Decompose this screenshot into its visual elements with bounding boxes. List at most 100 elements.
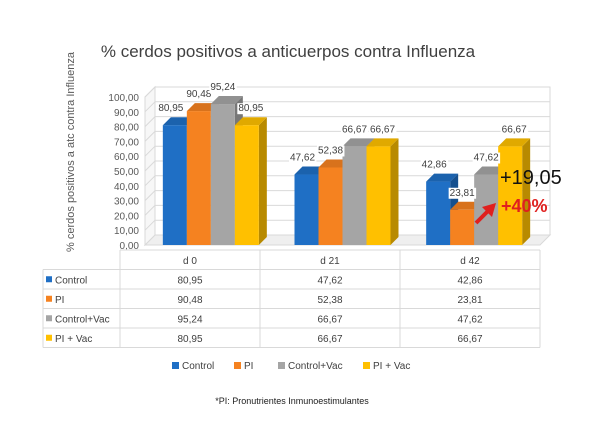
bar-front bbox=[234, 125, 259, 245]
bar-top bbox=[234, 117, 267, 126]
data-label: 52,38 bbox=[318, 145, 343, 156]
y-axis-label-group: % cerdos positivos a atc contra Influenz… bbox=[65, 51, 77, 252]
data-label: 90,48 bbox=[186, 89, 211, 100]
x-tick-label: d 21 bbox=[320, 256, 340, 267]
table-cell: 66,67 bbox=[457, 334, 482, 345]
data-label-bg bbox=[368, 124, 397, 136]
table-series-name: PI bbox=[55, 295, 64, 306]
table-cell: 80,95 bbox=[177, 334, 202, 345]
gridline-side bbox=[144, 175, 156, 187]
y-tick-label: 70,00 bbox=[114, 137, 139, 148]
data-label: 66,67 bbox=[502, 124, 527, 135]
bar-front bbox=[318, 167, 343, 245]
table-cell: 23,81 bbox=[457, 295, 482, 306]
table-series-name: Control+Vac bbox=[55, 314, 110, 325]
data-label-bg bbox=[157, 103, 185, 115]
table-series-name: Control bbox=[55, 275, 87, 286]
gridline-side bbox=[144, 219, 156, 231]
y-tick-label: 60,00 bbox=[114, 152, 139, 163]
legend-label: Control bbox=[182, 361, 214, 372]
red-arrow-head-icon bbox=[482, 203, 496, 217]
bar-top bbox=[366, 138, 399, 147]
bar bbox=[366, 138, 399, 245]
table-cell: 47,62 bbox=[317, 275, 342, 286]
bar-front bbox=[366, 146, 391, 245]
annotation-difference: +19,05 bbox=[500, 167, 562, 189]
table-cell: 66,67 bbox=[317, 334, 342, 345]
table-series-key bbox=[46, 334, 52, 341]
table-cell: 52,38 bbox=[317, 295, 342, 306]
gridline-side bbox=[144, 190, 156, 201]
data-label: 66,67 bbox=[342, 124, 367, 135]
bar-side bbox=[258, 117, 267, 245]
data-label-bg bbox=[185, 89, 213, 101]
table-series-key bbox=[46, 276, 52, 283]
bar bbox=[234, 117, 267, 245]
data-label-bg bbox=[237, 103, 265, 115]
legend-swatch bbox=[278, 362, 285, 369]
y-axis-label: % cerdos positivos a atc contra Influenz… bbox=[65, 51, 77, 252]
x-tick-label: d 42 bbox=[460, 256, 480, 267]
y-tick-label: 90,00 bbox=[114, 108, 139, 119]
y-tick-label: 40,00 bbox=[114, 182, 139, 193]
data-label: 80,95 bbox=[238, 103, 263, 114]
y-tick-label: 20,00 bbox=[114, 211, 139, 222]
table-cell: 90,48 bbox=[177, 295, 202, 306]
annotation-percent: +40% bbox=[501, 196, 548, 216]
data-label-bg bbox=[288, 152, 317, 164]
y-tick-label: 100,00 bbox=[108, 93, 139, 104]
table-cell: 42,86 bbox=[457, 275, 482, 286]
data-label-bg bbox=[472, 152, 501, 164]
bar-front bbox=[186, 111, 211, 245]
bar-front bbox=[210, 104, 235, 245]
gridline-side bbox=[144, 145, 156, 157]
y-tick-label: 80,00 bbox=[114, 123, 139, 134]
data-label-bg bbox=[209, 82, 237, 94]
bar-front bbox=[162, 125, 187, 245]
data-label: 66,67 bbox=[370, 124, 395, 135]
bar-top bbox=[498, 138, 531, 147]
gridline-side bbox=[144, 160, 156, 172]
table-cell: 80,95 bbox=[177, 275, 202, 286]
bar-front bbox=[426, 181, 451, 245]
bar-top bbox=[342, 138, 375, 147]
gridline-side bbox=[144, 205, 156, 216]
chart-title: % cerdos positivos a anticuerpos contra … bbox=[101, 42, 476, 61]
gridline-side bbox=[144, 86, 156, 98]
bar-top bbox=[426, 173, 459, 182]
bar-front bbox=[450, 209, 475, 245]
data-label: 47,62 bbox=[474, 153, 499, 164]
table-series-key bbox=[46, 315, 52, 322]
table-series-name: PI + Vac bbox=[55, 334, 92, 345]
legend: Control PI Control+Vac PI + Vac bbox=[172, 361, 410, 372]
data-label: 95,24 bbox=[210, 82, 235, 93]
y-tick-label: 0,00 bbox=[120, 241, 140, 252]
data-label-bg bbox=[448, 187, 477, 199]
data-table: d 0 d 21 d 42 Control 80,95 47,62 42,86 PI 90,48… bbox=[42, 249, 541, 348]
data-label-bg bbox=[316, 145, 345, 157]
x-tick-label: d 0 bbox=[183, 256, 197, 267]
bar-side bbox=[522, 138, 531, 245]
data-label-bg bbox=[340, 124, 369, 136]
data-label-bg bbox=[500, 124, 529, 136]
y-tick-label: 10,00 bbox=[114, 226, 139, 237]
data-label: 42,86 bbox=[422, 160, 447, 171]
legend-swatch bbox=[172, 362, 179, 369]
legend-label: Control+Vac bbox=[288, 361, 343, 372]
bar-front bbox=[498, 146, 523, 245]
legend-label: PI bbox=[244, 361, 253, 372]
legend-swatch bbox=[234, 362, 241, 369]
table-cell: 47,62 bbox=[457, 314, 482, 325]
legend-swatch bbox=[363, 362, 370, 369]
y-tick-label: 50,00 bbox=[114, 167, 139, 178]
table-cell: 66,67 bbox=[317, 314, 342, 325]
bar-front bbox=[342, 146, 367, 245]
bar-top bbox=[210, 96, 243, 105]
data-label-bg bbox=[420, 159, 449, 171]
data-label: 47,62 bbox=[290, 153, 315, 164]
bar-front bbox=[294, 174, 319, 245]
legend-label: PI + Vac bbox=[373, 361, 410, 372]
annotations: +19,05 +40% bbox=[474, 167, 562, 225]
